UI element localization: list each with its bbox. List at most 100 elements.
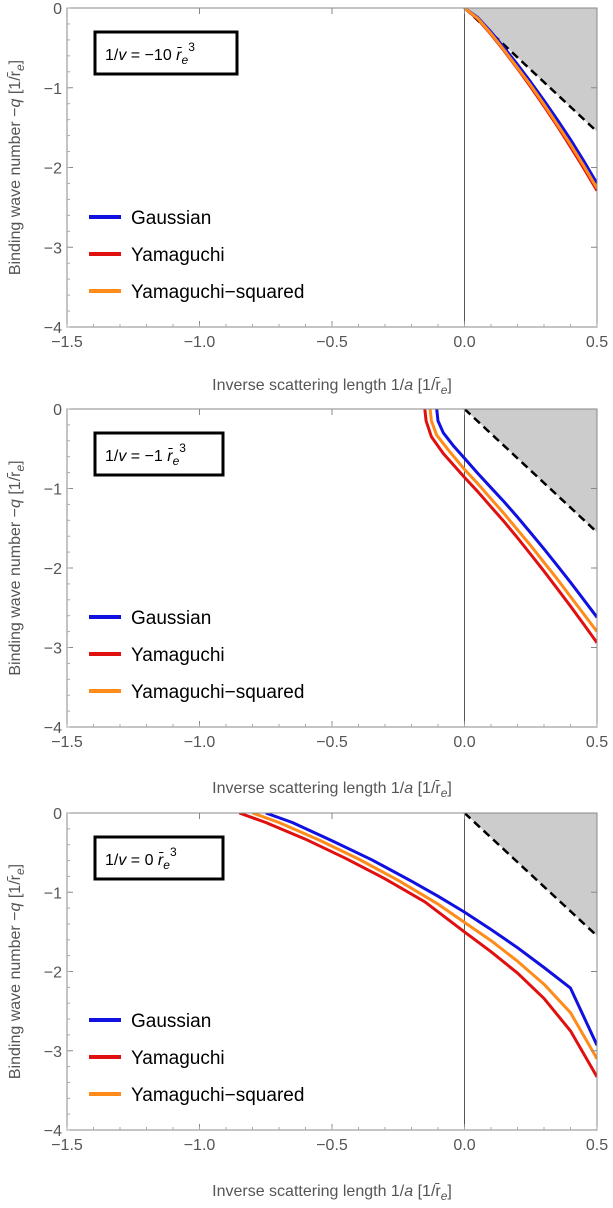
series-line-yamaguchi-squared bbox=[463, 8, 597, 189]
y-tick-label: −3 bbox=[44, 641, 62, 658]
annotation-prefix: 1/ bbox=[105, 852, 119, 869]
annotation-text: 1/v = 0 r̄e3 bbox=[105, 845, 177, 872]
legend-label: Yamaguchi bbox=[131, 245, 225, 266]
y-tick-label: −2 bbox=[44, 561, 62, 578]
annotation-var: v bbox=[118, 448, 127, 465]
y-tick-label: −3 bbox=[44, 1044, 62, 1061]
x-axis-label: Inverse scattering length 1/a [1/r̄e] bbox=[212, 376, 452, 397]
annotation-unit: r̄ bbox=[158, 851, 164, 869]
y-tick-label: −4 bbox=[44, 720, 62, 737]
y-tick-label: 0 bbox=[53, 1, 62, 18]
x-axis-label-unit-sub: e bbox=[441, 786, 448, 800]
chart-panel-2: −1.5 −1.0 −0.5 0.0 0.5 0 −1 −2 −3 −4 Binding wave … bbox=[6, 402, 608, 800]
x-axis-label-bracket: [ bbox=[413, 377, 422, 394]
y-axis-label-bracket: [ bbox=[7, 893, 24, 902]
x-axis-label-text: Inverse scattering length 1/ bbox=[212, 780, 405, 797]
y-axis-label-bracket-close: ] bbox=[7, 864, 24, 868]
annotation-box bbox=[93, 835, 225, 881]
x-tick-label: 0.5 bbox=[586, 734, 608, 751]
y-axis-label-text: Binding wave number − bbox=[7, 107, 24, 275]
x-axis-label-text: Inverse scattering length 1/ bbox=[212, 1183, 405, 1200]
y-tick-label: −3 bbox=[44, 240, 62, 257]
legend-label: Yamaguchi−squared bbox=[131, 682, 304, 703]
x-axis-label-unit-sub: e bbox=[441, 1189, 448, 1203]
y-axis-label-bracket: [ bbox=[7, 490, 24, 499]
x-tick-label: 0.5 bbox=[586, 1137, 608, 1154]
annotation-prefix: 1/ bbox=[105, 47, 119, 64]
annotation-unit-sup: 3 bbox=[170, 845, 177, 859]
y-axis-label-unit-sub: e bbox=[13, 64, 27, 71]
y-axis-label: Binding wave number −q [1/r̄e] bbox=[6, 60, 27, 275]
y-axis-label-text: Binding wave number − bbox=[7, 911, 24, 1079]
x-tick-label: −1.5 bbox=[51, 1137, 83, 1154]
x-tick-label: 0.5 bbox=[586, 334, 608, 351]
annotation-unit-sub: e bbox=[173, 454, 180, 468]
annotation-var: v bbox=[118, 47, 127, 64]
x-axis-label-bracket: [ bbox=[413, 780, 422, 797]
y-tick-label: −1 bbox=[44, 81, 62, 98]
x-axis-label: Inverse scattering length 1/a [1/r̄e] bbox=[212, 1182, 452, 1203]
annotation-box bbox=[93, 431, 225, 477]
y-axis-label-bracket-close: ] bbox=[7, 460, 24, 464]
y-tick-label: −4 bbox=[44, 1123, 62, 1140]
x-axis-label-unit: 1/r̄ bbox=[422, 376, 441, 394]
annotation-text: 1/v = −10 r̄e3 bbox=[105, 40, 195, 67]
x-axis-label-var: a bbox=[404, 377, 413, 394]
x-tick-label: −1.5 bbox=[51, 334, 83, 351]
x-axis-label-unit-sub: e bbox=[441, 383, 448, 397]
y-tick-label: −2 bbox=[44, 161, 62, 178]
x-tick-label: −1.0 bbox=[184, 1137, 216, 1154]
annotation-prefix: 1/ bbox=[105, 448, 119, 465]
y-axis-label-text: Binding wave number − bbox=[7, 508, 24, 676]
y-tick-label: 0 bbox=[53, 806, 62, 823]
x-tick-label: 0.0 bbox=[453, 334, 475, 351]
annotation-unit-sup: 3 bbox=[179, 441, 186, 455]
annotation-unit-sub: e bbox=[182, 53, 189, 67]
annotation-value: = −1 bbox=[126, 448, 167, 465]
annotation-unit: r̄ bbox=[167, 447, 173, 465]
x-axis-label: Inverse scattering length 1/a [1/r̄e] bbox=[212, 779, 452, 800]
boundary-curve bbox=[463, 813, 597, 937]
x-tick-label: 0.0 bbox=[453, 734, 475, 751]
y-tick-label: −1 bbox=[44, 482, 62, 499]
y-axis-label-unit-sub: e bbox=[13, 868, 27, 875]
x-axis-label-bracket-close: ] bbox=[447, 1183, 451, 1200]
x-tick-label: −0.5 bbox=[316, 1137, 348, 1154]
annotation-var: v bbox=[118, 852, 127, 869]
x-axis-label-text: Inverse scattering length 1/ bbox=[212, 377, 405, 394]
x-tick-label: −0.5 bbox=[316, 734, 348, 751]
legend-label: Yamaguchi bbox=[131, 1048, 225, 1069]
x-tick-label: −1.0 bbox=[184, 734, 216, 751]
annotation-value: = −10 bbox=[126, 47, 176, 64]
series-line-gaussian bbox=[265, 813, 597, 1046]
x-axis-label-var: a bbox=[404, 780, 413, 797]
series-line-gaussian bbox=[435, 409, 597, 619]
x-axis-label-unit: 1/r̄ bbox=[422, 1182, 441, 1200]
x-tick-label: −0.5 bbox=[316, 334, 348, 351]
x-axis-label-var: a bbox=[404, 1183, 413, 1200]
annotation-box bbox=[93, 30, 239, 76]
legend-label: Gaussian bbox=[131, 1011, 211, 1032]
x-axis-label-bracket-close: ] bbox=[447, 780, 451, 797]
annotation-value: = 0 bbox=[126, 852, 158, 869]
series-line-yamaguchi-squared bbox=[428, 409, 597, 633]
annotation-unit: r̄ bbox=[176, 46, 182, 64]
x-tick-label: −1.5 bbox=[51, 734, 83, 751]
x-tick-label: −1.0 bbox=[184, 334, 216, 351]
y-tick-label: −1 bbox=[44, 885, 62, 902]
y-tick-label: −2 bbox=[44, 965, 62, 982]
series-line-yamaguchi-squared bbox=[251, 813, 597, 1060]
y-axis-label-bracket: [ bbox=[7, 89, 24, 98]
y-tick-label: −4 bbox=[44, 320, 62, 337]
y-axis-label: Binding wave number −q [1/r̄e] bbox=[6, 864, 27, 1079]
y-axis-label-unit: 1/r̄ bbox=[6, 70, 24, 89]
annotation-unit-sub: e bbox=[163, 858, 170, 872]
y-axis-label-unit: 1/r̄ bbox=[6, 874, 24, 893]
legend-label: Gaussian bbox=[131, 208, 211, 229]
x-axis-label-bracket-close: ] bbox=[447, 377, 451, 394]
x-axis-label-unit: 1/r̄ bbox=[422, 779, 441, 797]
annotation-text: 1/v = −1 r̄e3 bbox=[105, 441, 186, 468]
y-axis-label-unit: 1/r̄ bbox=[6, 471, 24, 490]
annotation-unit-sup: 3 bbox=[188, 40, 195, 54]
y-axis-label-var: q bbox=[7, 499, 24, 508]
